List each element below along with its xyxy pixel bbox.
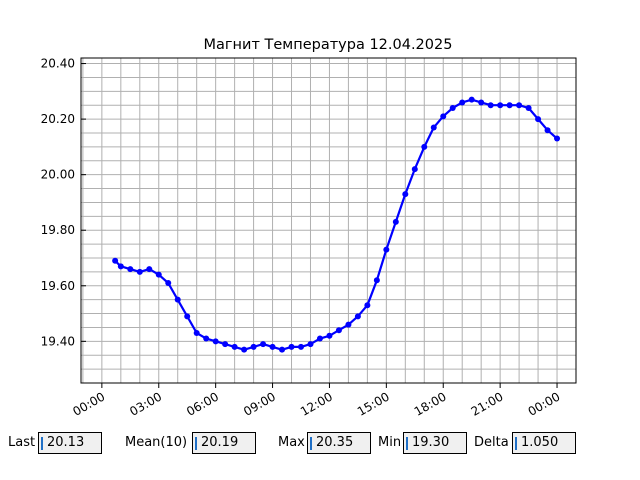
data-point <box>525 105 532 111</box>
data-point <box>449 105 456 111</box>
xtick-label: 09:00 <box>241 389 278 418</box>
max-value-field[interactable]: 20.35 <box>307 432 371 454</box>
ytick-label: 20.20 <box>41 112 75 126</box>
data-point <box>212 338 219 345</box>
data-point <box>269 343 276 350</box>
plot-frame <box>80 57 577 384</box>
delta-label: Delta <box>474 435 509 450</box>
grid <box>81 58 577 384</box>
data-point <box>184 313 191 320</box>
data-point <box>402 191 409 198</box>
chart-title: Магнит Температура 12.04.2025 <box>204 37 453 53</box>
min-value-field[interactable]: 19.30 <box>403 432 467 454</box>
ytick-label: 19.80 <box>41 223 75 237</box>
chart: Магнит Температура 12.04.2025 19.40 19.60… <box>41 37 577 419</box>
data-point <box>535 116 542 123</box>
data-point <box>165 280 172 286</box>
delta-value-field[interactable]: 1.050 <box>512 432 576 454</box>
last-label: Last <box>8 435 36 450</box>
data-point <box>288 343 295 350</box>
data-point <box>430 124 437 131</box>
data-point <box>478 99 485 106</box>
series-layer <box>112 96 561 353</box>
data-point <box>364 302 371 309</box>
data-point <box>497 102 504 109</box>
xtick-label: 21:00 <box>469 389 506 418</box>
min-label: Min <box>378 435 402 450</box>
last-value-field[interactable]: 20.13 <box>38 432 102 454</box>
mean-value-field[interactable]: 20.19 <box>192 432 256 454</box>
ytick-label: 19.40 <box>41 334 75 348</box>
data-point <box>127 266 134 273</box>
data-point <box>345 321 352 328</box>
data-point <box>335 327 342 334</box>
data-point <box>241 346 248 353</box>
data-point <box>231 343 238 350</box>
data-point <box>373 277 380 284</box>
data-point <box>112 257 119 264</box>
data-point <box>421 143 428 150</box>
xtick-label: 15:00 <box>355 389 392 418</box>
data-point <box>203 335 210 342</box>
data-point <box>326 332 333 339</box>
ticks: 19.40 19.60 19.80 20.00 20.20 20.40 00:00 03:00… <box>41 57 563 419</box>
data-point <box>316 335 323 342</box>
ytick-label: 19.60 <box>41 279 75 293</box>
data-point <box>554 135 561 142</box>
data-point <box>136 268 143 275</box>
ytick-label: 20.00 <box>41 168 75 182</box>
xtick-label: 18:00 <box>412 389 449 418</box>
series-line <box>114 98 558 351</box>
data-point <box>468 96 475 103</box>
data-point <box>392 218 399 225</box>
max-label: Max <box>278 435 305 450</box>
data-point <box>487 102 494 109</box>
data-point <box>440 113 447 120</box>
ytick-label: 20.40 <box>41 57 75 71</box>
xtick-label: 03:00 <box>127 389 164 418</box>
data-point <box>279 346 286 353</box>
data-point <box>411 166 418 173</box>
data-point <box>459 99 466 106</box>
data-point <box>307 341 314 348</box>
data-point <box>544 127 551 134</box>
data-point <box>193 330 200 336</box>
mean-label: Mean(10) <box>125 435 188 450</box>
xtick-label: 12:00 <box>298 389 335 418</box>
data-point <box>354 313 361 320</box>
data-point <box>506 102 513 109</box>
data-point <box>222 341 229 348</box>
data-point <box>155 271 162 278</box>
xtick-label: 06:00 <box>184 389 221 418</box>
data-point <box>174 296 181 303</box>
xtick-label: 00:00 <box>526 389 563 418</box>
data-point <box>516 102 523 109</box>
data-point <box>250 343 257 350</box>
data-point <box>146 266 153 273</box>
data-point <box>383 246 390 253</box>
data-point <box>260 341 267 348</box>
xtick-label: 00:00 <box>70 389 107 418</box>
data-point <box>298 343 304 350</box>
data-point <box>117 263 124 270</box>
